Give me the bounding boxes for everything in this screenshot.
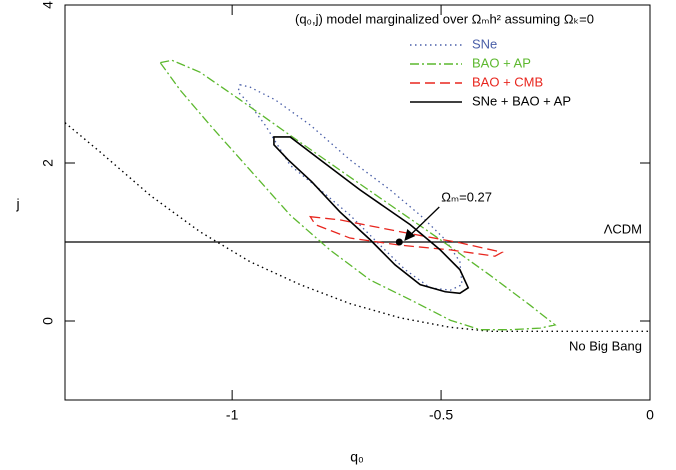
y-axis-label: j [15,196,19,212]
plot-frame [64,4,651,401]
y-tick-label: 2 [40,159,56,167]
contour [273,136,470,295]
contour [237,84,463,291]
point-label: Ωₘ=0.27 [441,189,492,204]
annotation-arrowhead [404,229,416,241]
x-tick-label: -0.5 [429,407,453,423]
chart-title: (q₀,j) model marginalized over Ωₘh² assu… [295,11,594,26]
x-tick-label: 0 [646,407,654,423]
reference-label: ΛCDM [604,221,642,236]
legend-label: BAO + CMB [472,74,543,89]
y-tick-label: 4 [40,1,56,9]
x-tick-label: -1 [226,407,239,423]
legend-label: SNe + BAO + AP [472,93,571,108]
legend-label: SNe [472,36,497,51]
contour [159,59,557,331]
contour [309,215,504,257]
y-tick-label: 0 [40,317,56,325]
point-marker [395,238,403,246]
x-axis-label: q₀ [350,449,364,465]
annotation-arrow [407,206,440,238]
legend-label: BAO + AP [472,55,531,70]
boundary-curve [64,122,650,332]
boundary-label: No Big Bang [569,339,642,354]
